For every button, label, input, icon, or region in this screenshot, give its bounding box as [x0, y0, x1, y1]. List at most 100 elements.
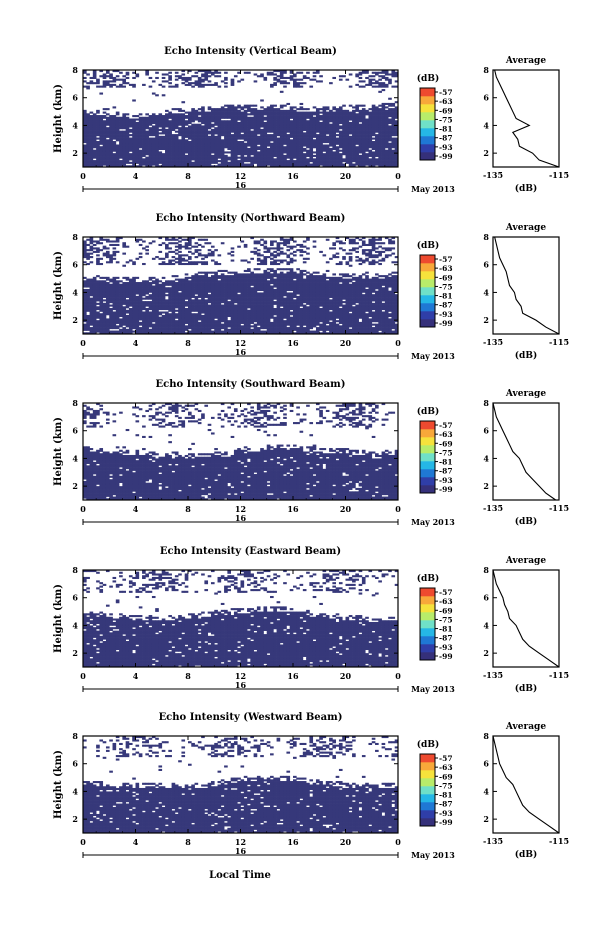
echo-cell — [188, 120, 192, 123]
echo-cell — [174, 242, 179, 245]
echo-cell — [253, 156, 258, 159]
echo-cell — [92, 276, 97, 279]
echo-cell — [214, 158, 218, 161]
echo-cell — [188, 250, 192, 253]
echo-cell — [230, 158, 235, 161]
echo-cell — [243, 127, 248, 130]
echo-cell — [253, 141, 258, 144]
echo-cell — [325, 161, 330, 164]
echo-cell — [184, 130, 189, 133]
echo-cell — [293, 132, 297, 135]
echo-cell — [302, 158, 307, 161]
echo-cell — [207, 154, 212, 157]
echo-cell — [276, 108, 281, 111]
echo-cell — [119, 328, 123, 331]
echo-cell — [102, 121, 107, 125]
echo-cell — [161, 282, 166, 285]
echo-cell — [260, 151, 264, 154]
echo-cell — [99, 116, 104, 119]
echo-cell — [279, 144, 284, 147]
echo-cell — [151, 121, 156, 125]
echo-cell — [286, 163, 291, 166]
echo-cell — [207, 71, 212, 74]
echo-cell — [181, 146, 186, 149]
echo-cell — [375, 134, 379, 137]
echo-cell — [112, 149, 117, 152]
echo-cell — [178, 75, 182, 78]
echo-cell — [309, 156, 314, 159]
echo-cell — [263, 121, 268, 125]
echo-cell — [83, 153, 87, 156]
echo-cell — [299, 139, 304, 142]
echo-cell — [207, 137, 212, 140]
x-tick-label: 0 — [80, 171, 86, 181]
echo-cell — [132, 141, 136, 144]
echo-cell — [240, 158, 245, 161]
echo-cell — [188, 76, 192, 80]
echo-cell — [96, 240, 100, 243]
echo-cell — [256, 118, 261, 121]
echo-cell — [306, 158, 310, 161]
echo-cell — [273, 158, 277, 161]
echo-cell — [289, 125, 294, 128]
echo-cell — [194, 128, 199, 131]
echo-cell — [358, 80, 363, 83]
echo-cell — [89, 115, 94, 118]
echo-cell — [224, 146, 228, 149]
echo-cell — [286, 113, 291, 116]
echo-cell — [96, 116, 100, 119]
echo-cell — [158, 83, 163, 86]
echo-cell — [253, 132, 258, 135]
echo-cell — [293, 160, 297, 163]
echo-cell — [256, 146, 261, 149]
echo-cell — [230, 106, 235, 109]
echo-cell — [319, 80, 323, 83]
echo-cell — [168, 259, 172, 262]
echo-cell — [119, 118, 123, 121]
echo-cell — [142, 240, 146, 243]
echo-cell — [358, 76, 363, 80]
echo-cell — [158, 123, 163, 126]
echo-cell — [263, 165, 268, 168]
echo-cell — [125, 149, 130, 152]
echo-cell — [178, 243, 182, 247]
echo-cell — [151, 257, 156, 260]
echo-cell — [240, 161, 245, 164]
echo-cell — [96, 80, 100, 83]
echo-cell — [338, 130, 343, 133]
echo-cell — [184, 301, 189, 304]
echo-cell — [296, 141, 300, 144]
echo-cell — [99, 156, 104, 159]
echo-cell — [240, 121, 245, 125]
echo-cell — [181, 161, 186, 164]
echo-cell — [210, 144, 215, 147]
echo-cell — [227, 108, 232, 111]
echo-cell — [165, 132, 169, 135]
echo-cell — [148, 156, 153, 159]
echo-cell — [168, 161, 172, 164]
echo-cell — [155, 147, 159, 151]
echo-cell — [197, 108, 202, 111]
echo-cell — [220, 80, 225, 83]
echo-cell — [109, 127, 113, 130]
echo-cell — [184, 146, 189, 149]
echo-cell — [332, 111, 337, 114]
echo-cell — [92, 165, 97, 168]
echo-cell — [96, 146, 100, 149]
average-profile-line — [494, 69, 560, 168]
echo-cell — [296, 146, 300, 149]
echo-cell — [138, 135, 143, 138]
echo-cell — [322, 134, 327, 137]
echo-cell — [220, 134, 225, 137]
echo-cell — [210, 120, 215, 123]
echo-cell — [92, 146, 97, 149]
echo-cell — [171, 151, 176, 154]
echo-cell — [174, 118, 179, 121]
echo-cell — [191, 156, 195, 159]
echo-cell — [315, 115, 320, 118]
echo-cell — [279, 156, 284, 159]
echo-cell — [283, 111, 287, 114]
echo-cell — [217, 269, 222, 272]
echo-cell — [283, 104, 287, 107]
echo-cell — [102, 76, 107, 80]
